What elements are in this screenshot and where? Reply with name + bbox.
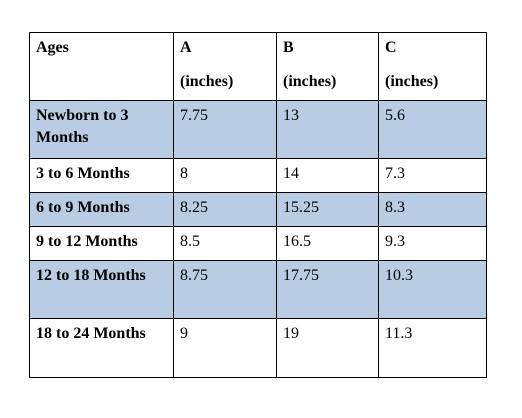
value-c-cell: 8.3 bbox=[378, 192, 487, 227]
header-a: A (inches) bbox=[173, 32, 277, 101]
header-b: B (inches) bbox=[276, 32, 379, 101]
header-unit: (inches) bbox=[283, 73, 337, 90]
header-unit: (inches) bbox=[180, 73, 234, 90]
table-row: 9 to 12 Months 8.5 16.5 9.3 bbox=[29, 226, 487, 261]
table-row: 18 to 24 Months 9 19 11.3 bbox=[29, 318, 487, 378]
value-b-cell: 13 bbox=[276, 100, 379, 159]
size-table: Ages A (inches) B (inches) C (inches) Ne… bbox=[29, 32, 487, 378]
value-a-cell: 9 bbox=[173, 318, 277, 378]
header-label: B bbox=[283, 39, 294, 56]
table-row: 12 to 18 Months 8.75 17.75 10.3 bbox=[29, 260, 487, 319]
value-a-cell: 8.25 bbox=[173, 192, 277, 227]
value-c-cell: 11.3 bbox=[378, 318, 487, 378]
value-b-cell: 14 bbox=[276, 158, 379, 193]
header-label: C bbox=[385, 39, 397, 56]
value-a-cell: 7.75 bbox=[173, 100, 277, 159]
age-cell: 3 to 6 Months bbox=[29, 158, 174, 193]
value-c-cell: 7.3 bbox=[378, 158, 487, 193]
header-label: A bbox=[180, 39, 192, 56]
header-ages: Ages bbox=[29, 32, 174, 101]
value-a-cell: 8.5 bbox=[173, 226, 277, 261]
table-row: Newborn to 3 Months 7.75 13 5.6 bbox=[29, 100, 487, 159]
value-c-cell: 5.6 bbox=[378, 100, 487, 159]
age-cell: 6 to 9 Months bbox=[29, 192, 174, 227]
value-b-cell: 16.5 bbox=[276, 226, 379, 261]
value-c-cell: 9.3 bbox=[378, 226, 487, 261]
age-cell: 12 to 18 Months bbox=[29, 260, 174, 319]
age-cell: Newborn to 3 Months bbox=[29, 100, 174, 159]
age-cell: 9 to 12 Months bbox=[29, 226, 174, 261]
header-unit: (inches) bbox=[385, 73, 439, 90]
table-row: 6 to 9 Months 8.25 15.25 8.3 bbox=[29, 192, 487, 227]
table-header-row: Ages A (inches) B (inches) C (inches) bbox=[29, 32, 487, 101]
header-label: Ages bbox=[36, 39, 69, 56]
header-c: C (inches) bbox=[378, 32, 487, 101]
value-b-cell: 15.25 bbox=[276, 192, 379, 227]
age-cell: 18 to 24 Months bbox=[29, 318, 174, 378]
value-b-cell: 19 bbox=[276, 318, 379, 378]
value-a-cell: 8.75 bbox=[173, 260, 277, 319]
table-row: 3 to 6 Months 8 14 7.3 bbox=[29, 158, 487, 193]
value-a-cell: 8 bbox=[173, 158, 277, 193]
value-b-cell: 17.75 bbox=[276, 260, 379, 319]
value-c-cell: 10.3 bbox=[378, 260, 487, 319]
